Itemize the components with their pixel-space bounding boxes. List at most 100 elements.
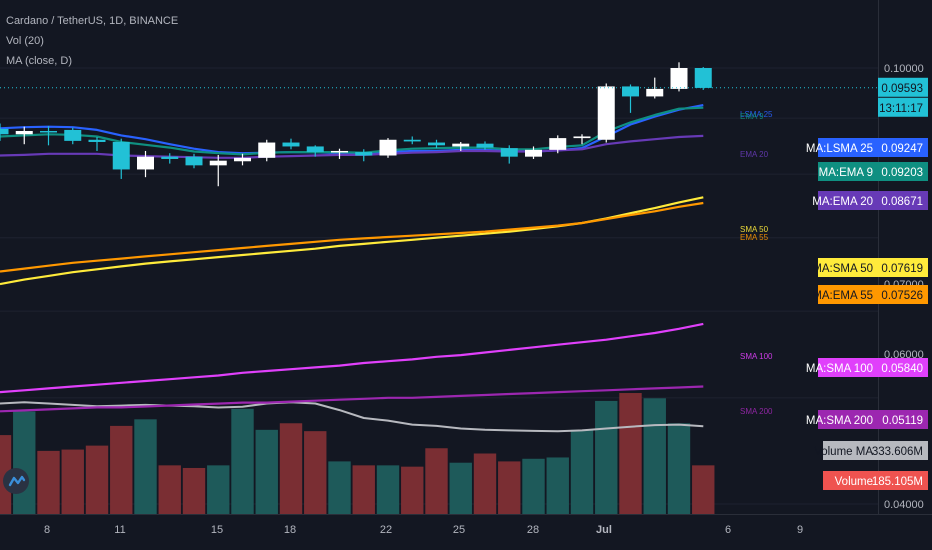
volume-bar[interactable]	[595, 400, 618, 514]
volume-bar[interactable]	[449, 462, 472, 514]
volume-bar[interactable]	[182, 467, 206, 514]
ma-name-label-5-text: MA:SMA 100	[806, 363, 873, 375]
volume-bar[interactable]	[134, 419, 157, 514]
candle[interactable]	[64, 127, 82, 145]
volume-bar[interactable]	[37, 450, 60, 514]
candle[interactable]	[15, 126, 33, 145]
volume-bar[interactable]	[376, 465, 400, 514]
candle-body	[622, 86, 639, 97]
candle[interactable]	[549, 135, 567, 154]
time-tick-label: 8	[44, 524, 50, 536]
ma-value-label-3[interactable]: 0.07619	[878, 258, 928, 277]
candle[interactable]	[476, 141, 494, 150]
candle[interactable]	[88, 137, 106, 151]
countdown-label[interactable]: 13:11:17	[878, 97, 928, 117]
volume-bar[interactable]	[304, 431, 327, 514]
logo-icon	[8, 475, 26, 487]
time-tick-label: 9	[797, 524, 803, 536]
candle[interactable]	[379, 138, 397, 158]
candle[interactable]	[428, 139, 445, 149]
candle[interactable]	[355, 149, 373, 162]
candle[interactable]	[694, 67, 712, 90]
ma-line-ema-9[interactable]	[0, 106, 704, 156]
candle[interactable]	[646, 77, 664, 99]
candle[interactable]	[161, 153, 179, 164]
ma-line-ema-55[interactable]	[0, 201, 704, 273]
ma-name-label-0[interactable]: MA:LSMA 25	[806, 138, 878, 157]
candle[interactable]	[112, 138, 130, 179]
ma-name-label-3-text: MA:SMA 50	[812, 263, 873, 275]
ma-value-label-5[interactable]: 0.05840	[878, 358, 928, 377]
volume-name-label-1[interactable]: Volume	[823, 471, 878, 490]
volume-bar[interactable]	[498, 461, 521, 514]
candle[interactable]	[622, 84, 639, 113]
volume-bar[interactable]	[425, 448, 448, 514]
volume-bar[interactable]	[61, 449, 84, 514]
ma-name-label-2[interactable]: MA:EMA 20	[812, 191, 878, 210]
candle-body	[573, 136, 591, 139]
ma-name-label-1[interactable]: MA:EMA 9	[818, 162, 878, 181]
candle[interactable]	[306, 145, 324, 157]
candle-body	[306, 146, 324, 153]
candle-body	[15, 130, 33, 135]
current-price-label[interactable]: 0.09593	[878, 77, 928, 97]
volume-bar[interactable]	[619, 393, 642, 514]
volume-bar[interactable]	[473, 453, 497, 514]
volume-bar[interactable]	[279, 423, 303, 514]
candle[interactable]	[525, 146, 542, 159]
volume-bar[interactable]	[231, 408, 254, 514]
ma-name-label-5[interactable]: MA:SMA 100	[806, 358, 878, 377]
tradingview-logo[interactable]	[3, 468, 29, 494]
volume-bar[interactable]	[570, 429, 594, 514]
volume-bar[interactable]	[207, 465, 230, 514]
candle[interactable]	[234, 153, 251, 166]
volume-bar[interactable]	[13, 411, 36, 514]
candle[interactable]	[0, 123, 9, 141]
candle[interactable]	[452, 141, 470, 151]
volume-bar[interactable]	[352, 465, 375, 514]
volume-bar[interactable]	[643, 398, 666, 514]
candle[interactable]	[500, 145, 518, 164]
volume-bar[interactable]	[546, 457, 569, 514]
volume-bar[interactable]	[522, 458, 545, 514]
volume-value-label-0[interactable]: 333.606M	[872, 441, 928, 460]
volume-bar[interactable]	[401, 466, 424, 514]
candle[interactable]	[403, 136, 421, 145]
volume-bar[interactable]	[110, 425, 133, 514]
volume-bar[interactable]	[158, 465, 181, 514]
ma-name-label-4-bg	[818, 285, 878, 304]
candle[interactable]	[573, 134, 591, 145]
ma-name-label-3[interactable]: MA:SMA 50	[812, 258, 878, 277]
ma-line-sma-100[interactable]	[0, 322, 704, 394]
ma-value-label-4[interactable]: 0.07526	[878, 285, 928, 304]
volume-value-label-1[interactable]: 185.105M	[872, 471, 928, 490]
candle[interactable]	[137, 150, 154, 178]
ma-value-label-6[interactable]: 0.05119	[878, 410, 928, 429]
candle[interactable]	[40, 126, 57, 146]
candle[interactable]	[282, 138, 300, 150]
volume-bar[interactable]	[667, 423, 691, 514]
candle[interactable]	[597, 83, 615, 143]
volume-bar[interactable]	[692, 465, 715, 514]
ma-value-label-2[interactable]: 0.08671	[878, 191, 928, 210]
volume-name-label-0[interactable]: Volume MA	[814, 441, 878, 460]
ma-value-label-1[interactable]: 0.09203	[878, 162, 928, 181]
ma-name-label-6[interactable]: MA:SMA 200	[806, 410, 878, 429]
symbol-title[interactable]: Cardano / TetherUS, 1D, BINANCE	[6, 15, 179, 27]
candle[interactable]	[185, 153, 203, 169]
ma-indicator-label[interactable]: MA (close, D)	[6, 55, 73, 67]
ma-name-label-4[interactable]: MA:EMA 55	[812, 285, 878, 304]
volume-bar[interactable]	[255, 429, 278, 514]
volume-ma-line[interactable]	[0, 401, 704, 433]
candle[interactable]	[670, 62, 688, 92]
ma-line-sma-200[interactable]	[0, 385, 704, 413]
volume-indicator-label[interactable]: Vol (20)	[6, 35, 44, 47]
ma-value-label-0[interactable]: 0.09247	[878, 138, 928, 157]
candle[interactable]	[209, 154, 227, 187]
volume-bar[interactable]	[85, 445, 109, 514]
candle[interactable]	[258, 139, 276, 162]
volume-bar[interactable]	[328, 461, 351, 514]
ma-name-label-0-bg	[818, 138, 878, 157]
candle[interactable]	[331, 148, 348, 159]
